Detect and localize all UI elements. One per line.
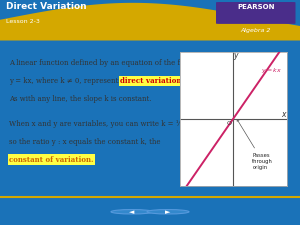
Circle shape xyxy=(111,209,153,214)
Text: $y = kx$: $y = kx$ xyxy=(261,66,281,75)
Text: Direct Variation: Direct Variation xyxy=(6,2,87,11)
Text: A linear function defined by an equation of the form: A linear function defined by an equation… xyxy=(9,59,194,67)
Text: As with any line, the slope k is constant.: As with any line, the slope k is constan… xyxy=(9,95,152,103)
Text: so the ratio y : x equals the constant k, the: so the ratio y : x equals the constant k… xyxy=(9,138,160,146)
Text: ◄: ◄ xyxy=(129,209,135,215)
Circle shape xyxy=(147,209,189,214)
Text: Passes
through
origin: Passes through origin xyxy=(237,119,273,170)
Text: constant of variation.: constant of variation. xyxy=(9,155,94,164)
Polygon shape xyxy=(0,3,300,40)
Text: O: O xyxy=(227,121,232,126)
Text: Lesson 2-3: Lesson 2-3 xyxy=(6,19,40,25)
Text: ►: ► xyxy=(165,209,171,215)
Text: x: x xyxy=(282,110,286,119)
Text: y = kx, where k ≠ 0, represents: y = kx, where k ≠ 0, represents xyxy=(9,77,126,85)
Text: Algebra 2: Algebra 2 xyxy=(241,28,271,33)
Text: When x and y are variables, you can write k = ¹⁄ₓ,: When x and y are variables, you can writ… xyxy=(9,120,185,128)
Text: y: y xyxy=(233,51,237,60)
Text: PEARSON: PEARSON xyxy=(237,4,275,10)
Text: direct variation.: direct variation. xyxy=(120,77,184,85)
FancyBboxPatch shape xyxy=(216,2,296,24)
